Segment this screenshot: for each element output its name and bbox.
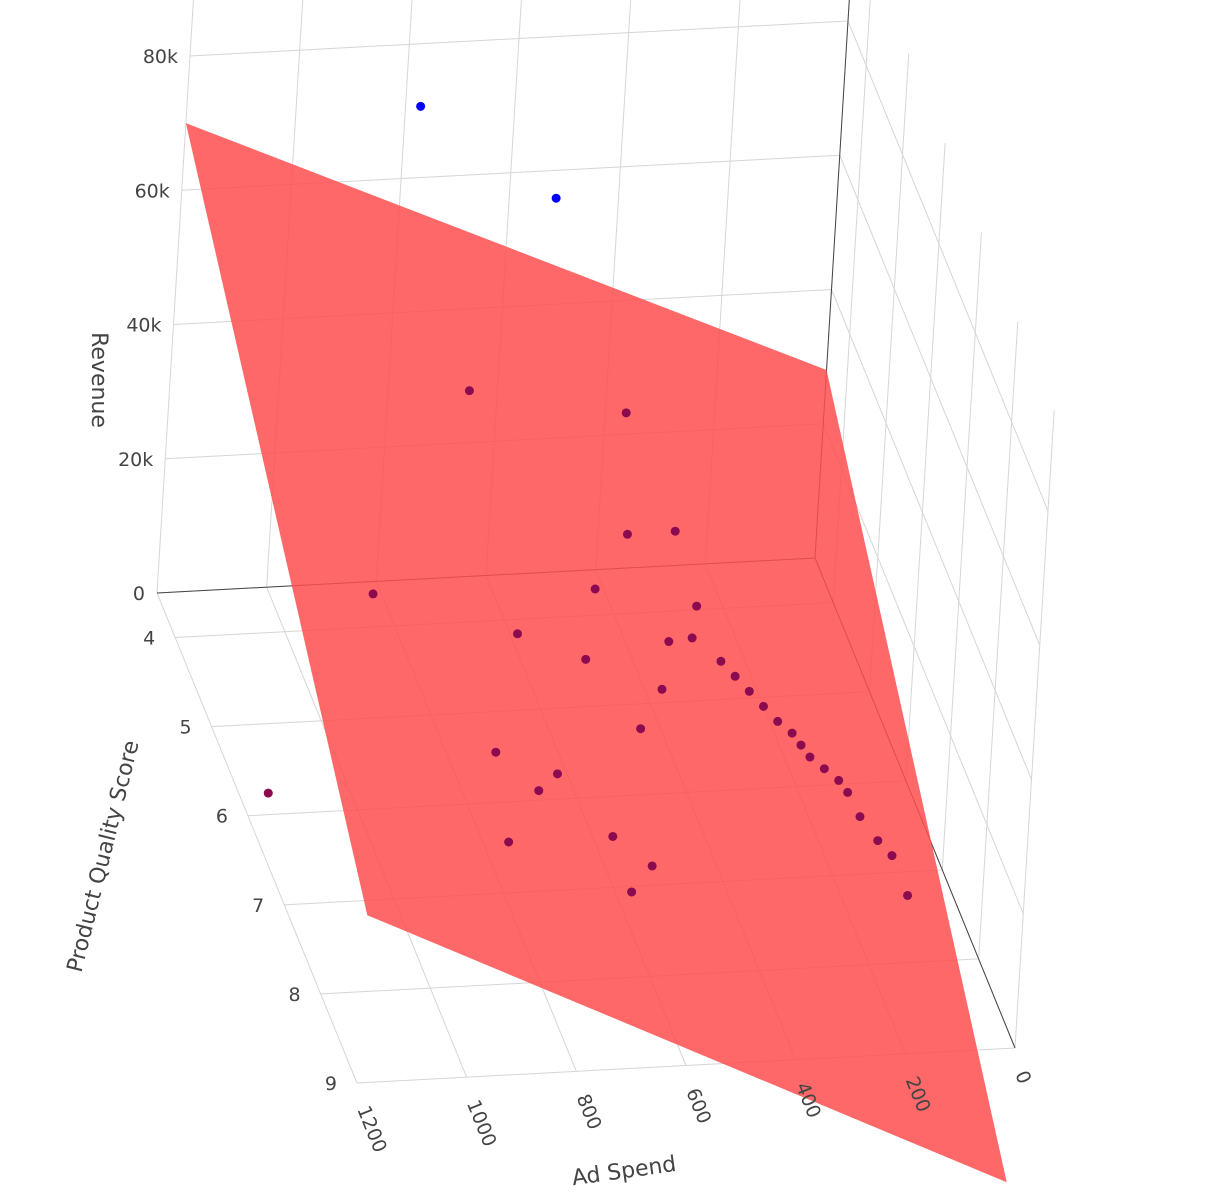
data-point[interactable] bbox=[552, 769, 562, 779]
data-point[interactable] bbox=[622, 529, 632, 539]
data-point[interactable] bbox=[590, 584, 600, 594]
data-point[interactable] bbox=[608, 831, 618, 841]
data-point[interactable] bbox=[887, 851, 897, 861]
data-point[interactable] bbox=[843, 787, 853, 797]
x-axis-title: Ad Spend bbox=[570, 1152, 677, 1191]
data-point[interactable] bbox=[636, 724, 646, 734]
data-point[interactable] bbox=[716, 656, 726, 666]
z-axis-title: Revenue bbox=[86, 332, 111, 428]
y-tick-label: 4 bbox=[143, 628, 155, 650]
grid-line-side-wall-rev bbox=[831, 289, 1032, 780]
data-point[interactable] bbox=[664, 637, 674, 647]
y-tick-label: 8 bbox=[289, 984, 301, 1006]
data-point[interactable] bbox=[692, 601, 702, 611]
regression-plane-layer bbox=[185, 123, 1007, 1183]
z-tick-label: 80k bbox=[143, 46, 178, 68]
z-tick-label: 0 bbox=[133, 583, 145, 605]
data-point[interactable] bbox=[855, 812, 865, 822]
data-point[interactable] bbox=[796, 740, 806, 750]
data-point[interactable] bbox=[670, 526, 680, 536]
y-tick-label: 9 bbox=[325, 1073, 337, 1095]
grid-line-back-wall-ad bbox=[156, 0, 194, 594]
z-tick-label: 60k bbox=[135, 180, 170, 202]
grid-line-side-wall-rev bbox=[839, 155, 1041, 646]
data-point[interactable] bbox=[773, 716, 783, 726]
grid-line-side-wall-q bbox=[978, 321, 1019, 959]
data-point[interactable] bbox=[581, 654, 591, 664]
data-point[interactable] bbox=[657, 684, 667, 694]
y-axis-title: Product Quality Score bbox=[63, 738, 145, 975]
data-point[interactable] bbox=[834, 775, 844, 785]
data-point[interactable] bbox=[464, 386, 474, 396]
data-point[interactable] bbox=[787, 728, 797, 738]
regression-plane bbox=[185, 123, 1007, 1183]
data-point[interactable] bbox=[263, 788, 273, 798]
grid-line-side-wall-q bbox=[869, 53, 910, 692]
data-point[interactable] bbox=[805, 752, 815, 762]
points-layer bbox=[263, 101, 913, 900]
data-point[interactable] bbox=[744, 686, 754, 696]
data-point[interactable] bbox=[491, 747, 501, 757]
grid-line-side-wall-q bbox=[1014, 410, 1055, 1049]
data-point[interactable] bbox=[903, 890, 913, 900]
z-tick-label: 40k bbox=[126, 315, 161, 337]
data-point[interactable] bbox=[647, 861, 657, 871]
data-point[interactable] bbox=[627, 887, 637, 897]
x-tick-label: 600 bbox=[681, 1085, 715, 1127]
data-point[interactable] bbox=[513, 629, 523, 639]
x-tick-label: 1200 bbox=[352, 1103, 391, 1156]
grid-line-side-wall-q bbox=[941, 232, 982, 870]
data-point[interactable] bbox=[368, 589, 378, 599]
z-tick-label: 20k bbox=[118, 449, 153, 471]
data-point[interactable] bbox=[621, 408, 631, 418]
data-point[interactable] bbox=[730, 671, 740, 681]
data-point[interactable] bbox=[504, 837, 514, 847]
y-tick-label: 6 bbox=[216, 806, 228, 828]
data-point[interactable] bbox=[687, 633, 697, 643]
grid-line-floor-ad bbox=[156, 592, 358, 1084]
grid-line-back-wall-rev bbox=[189, 20, 849, 57]
data-point[interactable] bbox=[873, 836, 883, 846]
data-point[interactable] bbox=[819, 764, 829, 774]
x-tick-label: 800 bbox=[572, 1091, 606, 1133]
x-tick-label: 0 bbox=[1010, 1068, 1035, 1087]
y-tick-label: 5 bbox=[179, 717, 191, 739]
x-tick-label: 1000 bbox=[462, 1097, 501, 1150]
grid-line-side-wall-q bbox=[905, 143, 946, 781]
grid-line-side-wall-rev bbox=[847, 20, 1049, 512]
data-point[interactable] bbox=[551, 193, 561, 203]
y-tick-label: 7 bbox=[252, 895, 264, 917]
data-point[interactable] bbox=[416, 101, 426, 111]
data-point[interactable] bbox=[759, 701, 769, 711]
data-point[interactable] bbox=[534, 786, 544, 796]
